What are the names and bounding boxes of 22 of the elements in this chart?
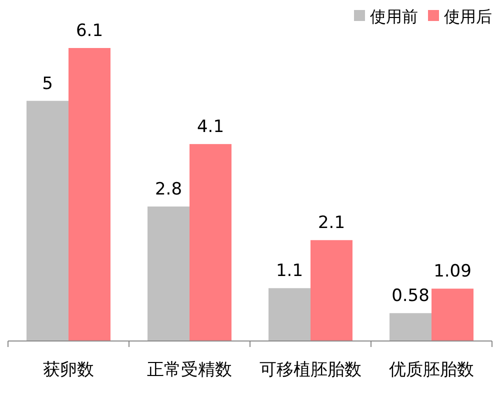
- data-label: 4.1: [196, 117, 224, 138]
- bar: [26, 100, 68, 341]
- data-label: 0.58: [392, 286, 430, 306]
- bar: [432, 288, 474, 341]
- x-tick-label: 获卵数: [43, 360, 94, 380]
- data-label: 1.1: [276, 261, 304, 282]
- data-label: 2.8: [154, 180, 182, 200]
- data-label: 5: [42, 74, 53, 94]
- x-tick-label: 优质胚胎数: [389, 360, 474, 380]
- x-tick-label: 可移植胚胎数: [260, 360, 362, 380]
- data-label: 6.1: [76, 21, 104, 41]
- legend-label: 使用前: [370, 7, 418, 26]
- x-tick-label: 正常受精数: [147, 360, 232, 380]
- data-label: 2.1: [318, 213, 346, 234]
- bar: [190, 144, 232, 341]
- legend-label: 使用后: [444, 7, 492, 26]
- bar: [268, 288, 310, 341]
- bar: [68, 48, 110, 341]
- data-label: 1.09: [434, 262, 472, 282]
- bar: [148, 206, 190, 341]
- bar: [390, 313, 432, 341]
- bar: [310, 240, 352, 341]
